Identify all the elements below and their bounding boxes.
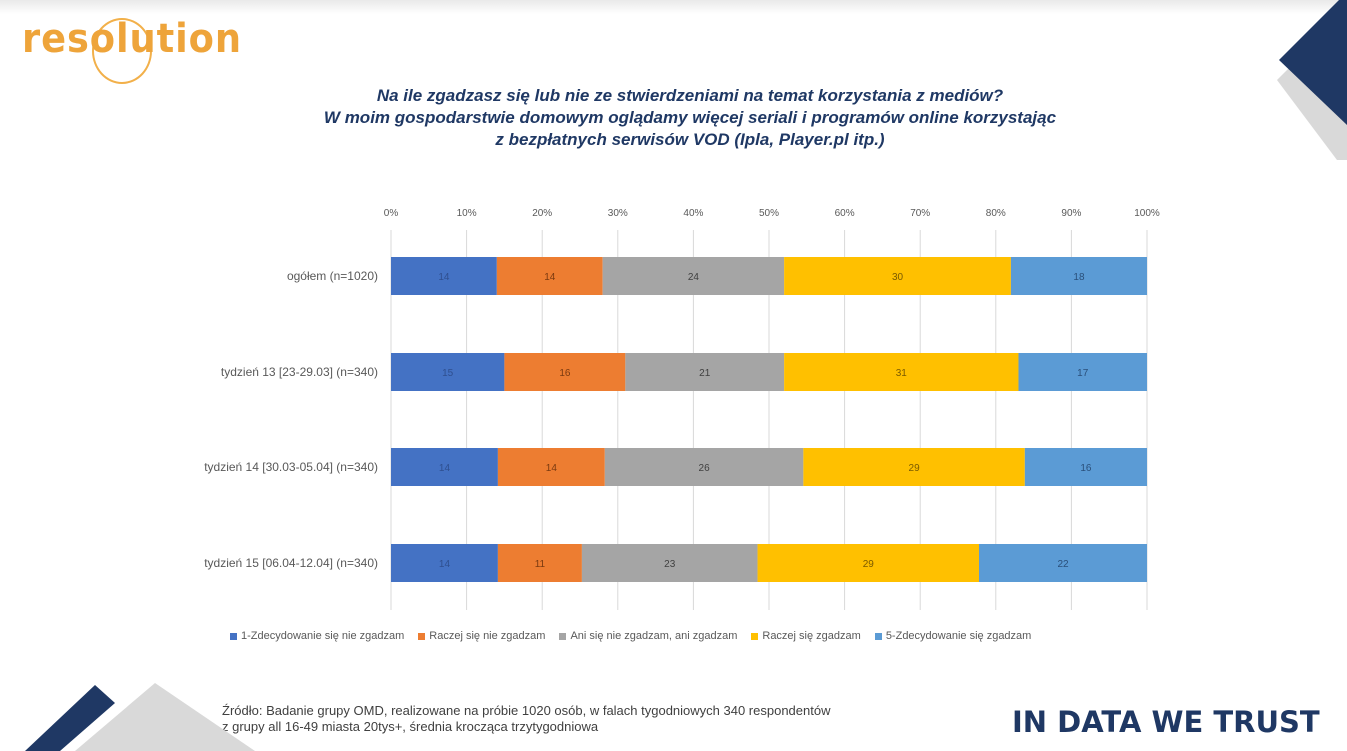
- data-label: 14: [438, 272, 450, 283]
- logo-ring-icon: [92, 18, 152, 84]
- bar-segment: [391, 448, 498, 486]
- bar-segment: [1010, 257, 1147, 295]
- data-label: 26: [699, 463, 711, 474]
- data-label: 16: [559, 368, 571, 379]
- corner-navy-triangle: [25, 685, 115, 751]
- bar-segment: [1024, 448, 1147, 486]
- x-tick-label: 30%: [608, 208, 628, 219]
- legend-label: Raczej się zgadzam: [762, 630, 861, 642]
- resolution-logo: resolution: [22, 12, 241, 84]
- legend-swatch: [874, 632, 882, 640]
- title-line-3: z bezpłatnych serwisów VOD (Ipla, Player…: [495, 130, 885, 149]
- bar-segment: [602, 257, 785, 295]
- bar-segment: [979, 544, 1147, 582]
- legend-swatch: [230, 632, 237, 640]
- legend-label: 1-Zdecydowanie się nie zgadzam: [241, 630, 405, 642]
- title-line-1: Na ile zgadzasz się lub nie ze stwierdze…: [376, 86, 1004, 105]
- bar-segment: [1018, 353, 1147, 391]
- data-label: 15: [442, 368, 454, 379]
- bar-segment: [391, 353, 505, 391]
- data-label: 30: [892, 272, 904, 283]
- corner-decoration-bottom-left: [25, 683, 255, 751]
- bar-segment: [784, 257, 1011, 295]
- bar-segment: [391, 257, 497, 295]
- x-tick-label: 100%: [1134, 208, 1160, 219]
- legend-item: Ani się nie zgadzam, ani zgadzam: [559, 630, 737, 642]
- x-tick-label: 80%: [986, 208, 1006, 219]
- legend-label: Ani się nie zgadzam, ani zgadzam: [570, 630, 738, 642]
- legend-label: Raczej się nie zgadzam: [429, 630, 546, 642]
- legend-swatch: [559, 632, 567, 640]
- data-label: 14: [439, 463, 451, 474]
- x-tick-label: 20%: [532, 208, 552, 219]
- category-label: tydzień 13 [23-29.03] (n=340): [221, 365, 378, 379]
- x-tick-label: 50%: [759, 208, 779, 219]
- category-label: ogółem (n=1020): [287, 269, 378, 283]
- corner-decoration-top-right: [1277, 0, 1347, 160]
- tagline: IN DATA WE TRUST: [1012, 705, 1320, 739]
- x-tick-label: 40%: [683, 208, 703, 219]
- legend-item: Raczej się zgadzam: [751, 630, 861, 642]
- bar-segment: [757, 544, 979, 582]
- title-line-2: W moim gospodarstwie domowym oglądamy wi…: [323, 108, 1057, 127]
- legend-swatch: [751, 632, 759, 640]
- bar-segment: [391, 544, 498, 582]
- bar-segment: [504, 353, 626, 391]
- category-label: tydzień 14 [30.03-05.04] (n=340): [204, 460, 378, 474]
- source-line-1: Źródło: Badanie grupy OMD, realizowane n…: [222, 703, 831, 718]
- data-label: 14: [439, 559, 451, 570]
- top-fade: [0, 0, 1347, 14]
- category-label: tydzień 15 [06.04-12.04] (n=340): [204, 556, 378, 570]
- bar-segment: [803, 448, 1025, 486]
- data-label: 17: [1077, 368, 1089, 379]
- source-line-2: z grupy all 16-49 miasta 20tys+, średnia…: [222, 719, 599, 734]
- data-label: 22: [1057, 559, 1069, 570]
- legend-item: 1-Zdecydowanie się nie zgadzam: [230, 630, 404, 642]
- data-label: 29: [909, 463, 921, 474]
- data-label: 29: [863, 559, 875, 570]
- bar-segment: [604, 448, 804, 486]
- data-label: 14: [544, 272, 556, 283]
- data-label: 18: [1073, 272, 1085, 283]
- legend-item: Raczej się nie zgadzam: [418, 630, 545, 642]
- bar-segment: [581, 544, 758, 582]
- data-label: 11: [535, 559, 546, 570]
- x-tick-label: 70%: [910, 208, 930, 219]
- legend-swatch: [418, 632, 426, 640]
- bar-segment: [625, 353, 785, 391]
- x-tick-label: 60%: [835, 208, 855, 219]
- data-label: 31: [896, 368, 908, 379]
- logo-text: resolution: [22, 16, 242, 62]
- corner-gray-triangle: [75, 683, 255, 751]
- chart-legend: 1-Zdecydowanie się nie zgadzam Raczej się…: [230, 630, 1150, 642]
- bar-segment: [784, 353, 1019, 391]
- x-tick-label: 10%: [457, 208, 477, 219]
- data-label: 24: [688, 272, 700, 283]
- data-label: 23: [664, 559, 676, 570]
- legend-label: 5-Zdecydowanie się zgadzam: [885, 630, 1032, 642]
- data-label: 21: [699, 368, 711, 379]
- x-tick-label: 90%: [1061, 208, 1081, 219]
- source-note: Źródło: Badanie grupy OMD, realizowane n…: [222, 703, 962, 735]
- legend-item: 5-Zdecydowanie się zgadzam: [874, 630, 1032, 642]
- x-tick-label: 0%: [384, 208, 399, 219]
- data-label: 16: [1080, 463, 1092, 474]
- bar-segment: [496, 257, 603, 295]
- bar-segment: [497, 448, 605, 486]
- bar-segment: [497, 544, 582, 582]
- corner-navy-shape: [1279, 0, 1347, 125]
- slide-title: Na ile zgadzasz się lub nie ze stwierdze…: [200, 85, 1180, 151]
- data-label: 14: [546, 463, 558, 474]
